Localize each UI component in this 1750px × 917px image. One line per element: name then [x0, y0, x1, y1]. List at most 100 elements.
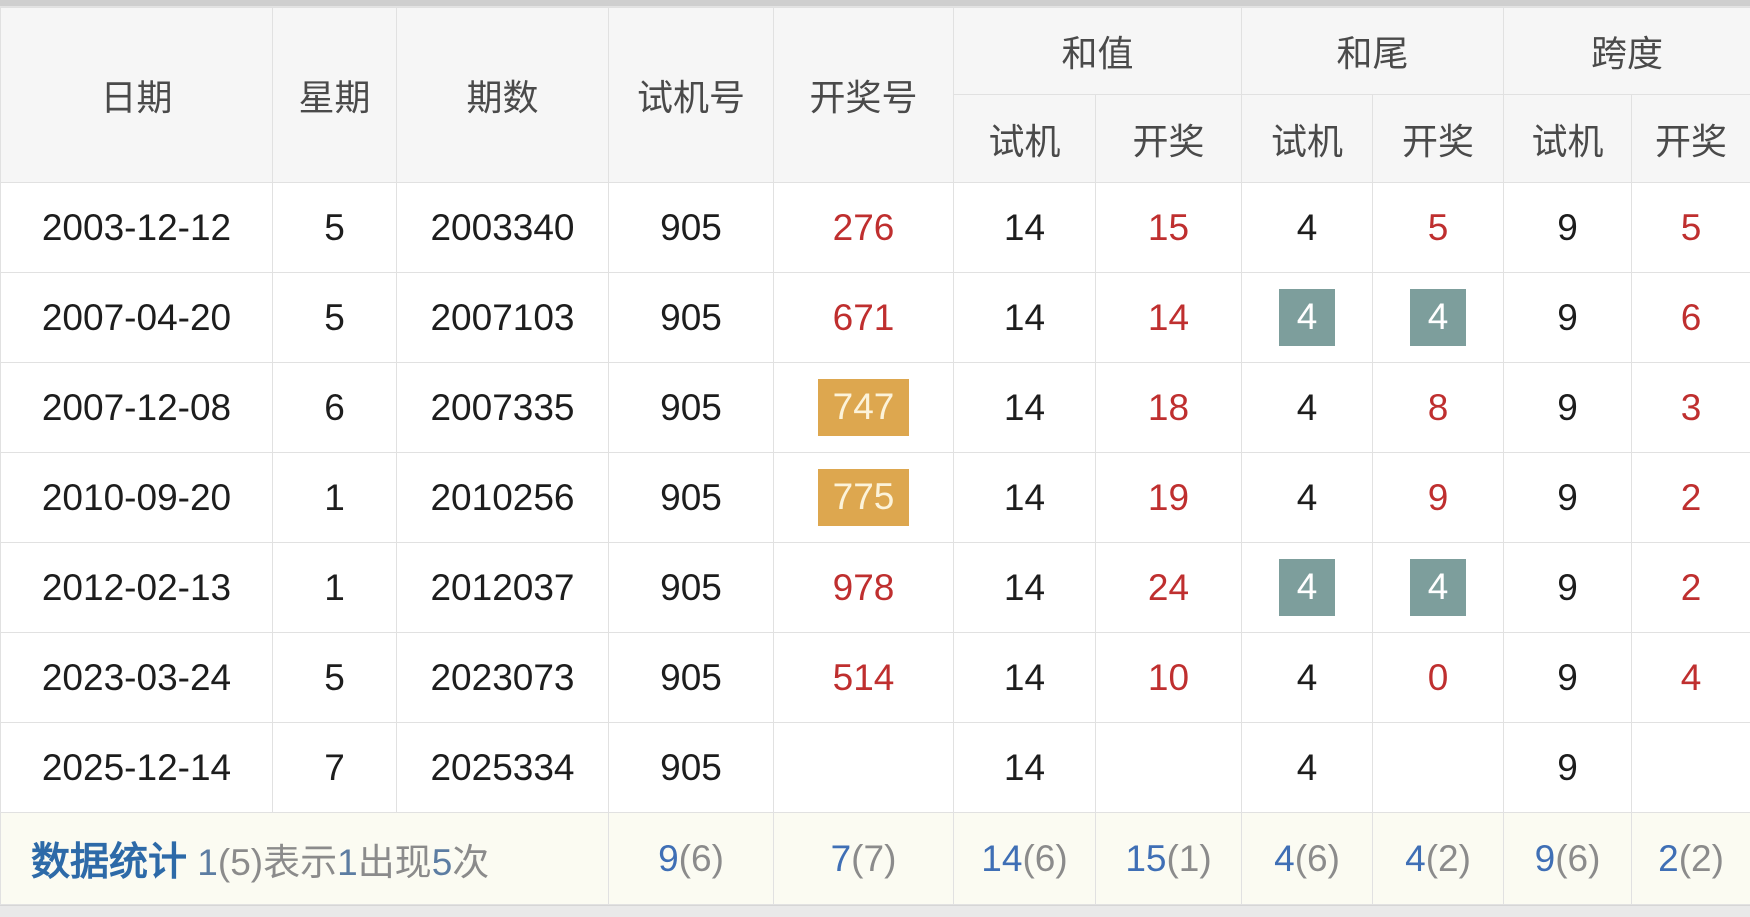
highlight-badge: 4: [1410, 559, 1467, 615]
header-tail-test: 试机: [1242, 95, 1373, 183]
highlight-badge: 4: [1279, 289, 1336, 345]
cell-span-draw: 2: [1632, 453, 1750, 543]
cell-draw-number: [774, 723, 954, 813]
cell-span-draw: 2: [1632, 543, 1750, 633]
cell-period: 2003340: [397, 183, 609, 273]
footer-stat-cell: 2(2): [1632, 813, 1750, 905]
cell-tail-test: 4: [1242, 723, 1373, 813]
highlight-badge: 4: [1279, 559, 1336, 615]
lottery-history-table: 日期 星期 期数 试机号 开奖号 和值 和尾 跨度 试机 开奖 试机 开奖 试机…: [0, 7, 1750, 905]
footer-summary-note: 1(5)表示1出现5次: [197, 842, 489, 883]
cell-sum-test: 14: [954, 453, 1096, 543]
footer-note-part: 表示: [263, 842, 337, 883]
cell-date: 2003-12-12: [1, 183, 273, 273]
footer-stat-cell: 4(2): [1373, 813, 1504, 905]
header-test-number: 试机号: [609, 8, 774, 183]
footer-note-part: 出现: [358, 842, 432, 883]
footer-stat-cell: 14(6): [954, 813, 1096, 905]
cell-period: 2007103: [397, 273, 609, 363]
cell-span-draw: 6: [1632, 273, 1750, 363]
cell-date: 2023-03-24: [1, 633, 273, 723]
footer-stat-cell: 9(6): [1504, 813, 1632, 905]
cell-tail-test: 4: [1242, 543, 1373, 633]
cell-tail-draw: [1373, 723, 1504, 813]
footer-stat-count: (2): [1679, 838, 1724, 879]
cell-weekday: 1: [273, 453, 397, 543]
cell-sum-test: 14: [954, 363, 1096, 453]
footer-stat-count: (1): [1166, 838, 1211, 879]
cell-weekday: 1: [273, 543, 397, 633]
footer-row: 数据统计 1(5)表示1出现5次 9(6)7(7)14(6)15(1)4(6)4…: [1, 813, 1750, 905]
cell-weekday: 6: [273, 363, 397, 453]
cell-test-number: 905: [609, 633, 774, 723]
cell-sum-test: 14: [954, 633, 1096, 723]
cell-date: 2010-09-20: [1, 453, 273, 543]
cell-sum-test: 14: [954, 543, 1096, 633]
cell-draw-number: 978: [774, 543, 954, 633]
cell-tail-draw: 4: [1373, 273, 1504, 363]
footer-stat-number: 9: [1535, 838, 1556, 879]
cell-span-draw: [1632, 723, 1750, 813]
cell-date: 2007-04-20: [1, 273, 273, 363]
header-group-row: 日期 星期 期数 试机号 开奖号 和值 和尾 跨度: [1, 8, 1750, 95]
cell-test-number: 905: [609, 363, 774, 453]
header-period: 期数: [397, 8, 609, 183]
footer-note-part: 1: [337, 842, 358, 883]
header-weekday: 星期: [273, 8, 397, 183]
cell-sum-draw: 14: [1096, 273, 1242, 363]
top-divider: [0, 0, 1750, 7]
cell-span-test: 9: [1504, 453, 1632, 543]
cell-tail-test: 4: [1242, 453, 1373, 543]
footer-stat-cell: 9(6): [609, 813, 774, 905]
cell-tail-draw: 0: [1373, 633, 1504, 723]
cell-sum-test: 14: [954, 723, 1096, 813]
cell-draw-number: 747: [774, 363, 954, 453]
header-date: 日期: [1, 8, 273, 183]
cell-tail-test: 4: [1242, 273, 1373, 363]
cell-span-test: 9: [1504, 363, 1632, 453]
footer-stat-number: 15: [1125, 838, 1166, 879]
cell-period: 2023073: [397, 633, 609, 723]
footer-stat-cell: 15(1): [1096, 813, 1242, 905]
cell-date: 2025-12-14: [1, 723, 273, 813]
cell-draw-number: 514: [774, 633, 954, 723]
cell-weekday: 7: [273, 723, 397, 813]
highlight-badge: 775: [818, 469, 910, 525]
cell-period: 2007335: [397, 363, 609, 453]
header-tail-draw: 开奖: [1373, 95, 1504, 183]
cell-test-number: 905: [609, 543, 774, 633]
header-draw-number: 开奖号: [774, 8, 954, 183]
footer-note-part: 次: [452, 842, 489, 883]
cell-draw-number: 775: [774, 453, 954, 543]
footer-stat-count: (2): [1426, 838, 1471, 879]
table-footer: 数据统计 1(5)表示1出现5次 9(6)7(7)14(6)15(1)4(6)4…: [1, 813, 1750, 905]
footer-stat-number: 9: [658, 838, 679, 879]
footer-stat-cell: 7(7): [774, 813, 954, 905]
cell-weekday: 5: [273, 183, 397, 273]
cell-sum-draw: 24: [1096, 543, 1242, 633]
cell-draw-number: 276: [774, 183, 954, 273]
footer-stat-cell: 4(6): [1242, 813, 1373, 905]
footer-note-part: 1: [197, 842, 218, 883]
header-sum-draw: 开奖: [1096, 95, 1242, 183]
table-header: 日期 星期 期数 试机号 开奖号 和值 和尾 跨度 试机 开奖 试机 开奖 试机…: [1, 8, 1750, 183]
cell-test-number: 905: [609, 183, 774, 273]
cell-sum-draw: 18: [1096, 363, 1242, 453]
cell-span-test: 9: [1504, 543, 1632, 633]
highlight-badge: 4: [1410, 289, 1467, 345]
footer-stat-count: (7): [851, 838, 896, 879]
highlight-badge: 747: [818, 379, 910, 435]
header-span-draw: 开奖: [1632, 95, 1750, 183]
footer-note-part: (5): [218, 842, 263, 883]
cell-test-number: 905: [609, 273, 774, 363]
cell-sum-test: 14: [954, 183, 1096, 273]
cell-span-draw: 4: [1632, 633, 1750, 723]
cell-date: 2007-12-08: [1, 363, 273, 453]
cell-tail-test: 4: [1242, 183, 1373, 273]
